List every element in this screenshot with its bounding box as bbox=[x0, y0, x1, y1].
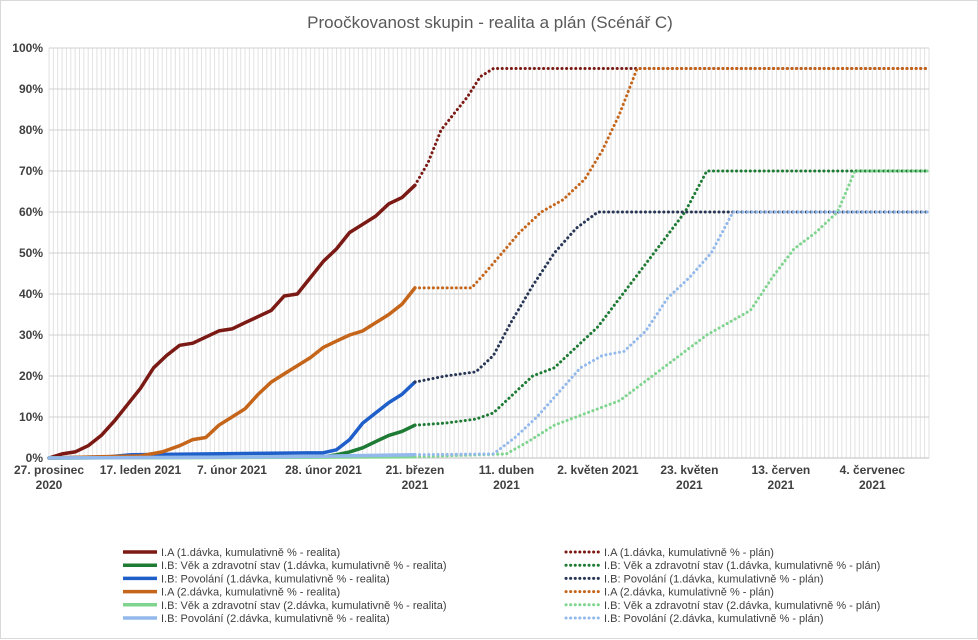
y-tick-label: 60% bbox=[19, 205, 43, 219]
y-tick-label: 30% bbox=[19, 328, 43, 342]
grid bbox=[48, 47, 930, 459]
series-line-5 bbox=[47, 452, 417, 460]
x-tick-label: 17. leden 2021 bbox=[100, 463, 182, 477]
x-tick-label: 27. prosinec bbox=[14, 463, 84, 477]
legend-label: I.A (2.dávka, kumulativně % - realita) bbox=[161, 587, 340, 599]
series-line-9 bbox=[413, 67, 931, 290]
series-line-11 bbox=[413, 210, 931, 457]
x-tick-label-year: 2021 bbox=[768, 478, 795, 492]
y-tick-label: 40% bbox=[19, 287, 43, 301]
series-line-10 bbox=[413, 169, 931, 459]
x-tick-label: 13. červen bbox=[752, 463, 811, 477]
legend-label: I.A (1.dávka, kumulativně % - realita) bbox=[161, 547, 340, 559]
x-tick-label-year: 2021 bbox=[859, 478, 886, 492]
y-tick-label: 100% bbox=[12, 41, 43, 55]
legend-label: I.B: Věk a zdravotní stav (2.dávka, kumu… bbox=[604, 600, 880, 612]
y-tick-label: 50% bbox=[19, 246, 43, 260]
series-line-3 bbox=[47, 286, 417, 460]
series-line-7 bbox=[413, 169, 931, 427]
x-tick-label: 11. duben bbox=[479, 463, 534, 477]
x-tick-label-year: 2021 bbox=[402, 478, 429, 492]
legend-label: I.B: Věk a zdravotní stav (1.dávka, kumu… bbox=[161, 560, 447, 572]
y-tick-label: 90% bbox=[19, 82, 43, 96]
legend-label: I.B: Věk a zdravotní stav (1.dávka, kumu… bbox=[604, 560, 880, 572]
legend-label: I.B: Povolání (2.dávka, kumulativně % - … bbox=[604, 613, 824, 625]
series-line-6 bbox=[413, 67, 931, 187]
y-tick-label: 10% bbox=[19, 410, 43, 424]
x-tick-label: 28. únor 2021 bbox=[285, 463, 362, 477]
series-line-8 bbox=[413, 210, 931, 384]
x-tick-label: 21. březen bbox=[386, 463, 445, 477]
series-group bbox=[47, 67, 931, 460]
x-tick-label: 7. únor 2021 bbox=[197, 463, 267, 477]
legend: I.A (1.dávka, kumulativně % - realita)I.… bbox=[123, 547, 880, 625]
legend-label: I.A (2.dávka, kumulativně % - plán) bbox=[604, 587, 774, 599]
x-tick-label-year: 2021 bbox=[493, 478, 520, 492]
chart-title: Proočkovanost skupin - realita a plán (S… bbox=[307, 13, 673, 32]
series-line-0 bbox=[47, 183, 417, 460]
legend-label: I.B: Povolání (1.dávka, kumulativně % - … bbox=[161, 573, 390, 585]
y-tick-label: 80% bbox=[19, 123, 43, 137]
x-tick-label: 4. červenec bbox=[840, 463, 906, 477]
legend-label: I.B: Povolání (1.dávka, kumulativně % - … bbox=[604, 573, 824, 585]
x-tick-label: 2. květen 2021 bbox=[557, 463, 639, 477]
y-tick-label: 0% bbox=[26, 451, 44, 465]
x-tick-label-year: 2021 bbox=[676, 478, 703, 492]
x-tick-label-year: 2020 bbox=[36, 478, 63, 492]
legend-label: I.B: Věk a zdravotní stav (2.dávka, kumu… bbox=[161, 600, 447, 612]
legend-label: I.B: Povolání (2.dávka, kumulativně % - … bbox=[161, 613, 390, 625]
x-tick-label: 23. květen bbox=[660, 463, 718, 477]
axes: 0% 10% 20% 30% 40% 50% 60% 70% 80% 90% 100% 27. pro… bbox=[12, 41, 929, 492]
y-tick-label: 70% bbox=[19, 164, 43, 178]
y-tick-label: 20% bbox=[19, 369, 43, 383]
legend-label: I.A (1.dávka, kumulativně % - plán) bbox=[604, 547, 774, 559]
